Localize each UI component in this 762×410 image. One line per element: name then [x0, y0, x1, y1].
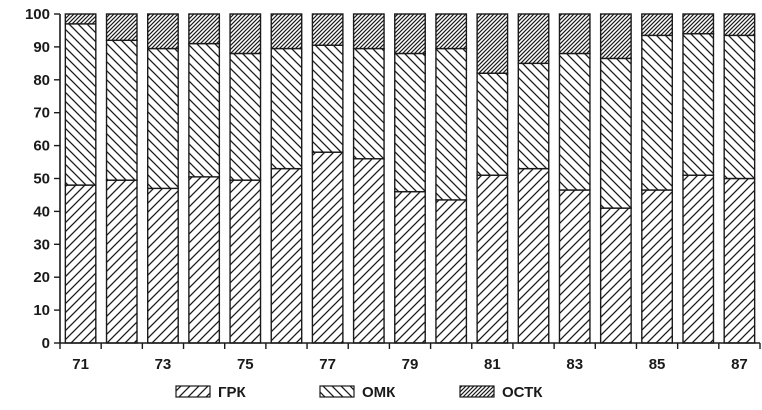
- bar-segment-76-series-1: [270, 47, 303, 170]
- bars-layer: [64, 13, 756, 344]
- y-tick-label-90: 90: [33, 39, 50, 56]
- legend-swatch-1: [319, 385, 355, 398]
- bar-segment-80-series-1: [435, 47, 468, 201]
- y-tick-label-80: 80: [33, 72, 50, 89]
- bar-segment-75-series-1: [229, 52, 262, 181]
- bar-segment-71-series-1: [64, 23, 97, 186]
- bar-segment-81-series-2: [476, 13, 509, 74]
- y-tick-label-50: 50: [33, 171, 50, 188]
- bar-segment-78-series-1: [352, 47, 385, 160]
- bar-segment-82-series-0: [517, 167, 550, 344]
- bar-segment-73-series-1: [147, 47, 179, 190]
- bar-segment-86-series-1: [682, 33, 715, 176]
- bar-segment-83-series-0: [558, 189, 591, 344]
- bar-segment-78-series-0: [352, 158, 385, 344]
- y-tick-label-10: 10: [33, 302, 50, 319]
- legend-swatch-0: [175, 385, 211, 398]
- bar-segment-85-series-1: [641, 34, 673, 191]
- y-tick-label-70: 70: [33, 105, 50, 122]
- bar-segment-73-series-0: [147, 187, 179, 344]
- legend-label-2: ОСТК: [502, 384, 543, 401]
- bar-segment-74-series-1: [188, 42, 221, 178]
- bar-segment-83-series-2: [558, 13, 591, 55]
- bar-segment-80-series-2: [435, 13, 468, 50]
- bar-segment-81-series-1: [476, 72, 509, 176]
- bar-segment-87-series-1: [723, 34, 756, 180]
- bar-segment-86-series-2: [682, 13, 715, 35]
- y-tick-label-60: 60: [33, 138, 50, 155]
- bar-segment-85-series-2: [641, 13, 673, 37]
- legend: ГРК ОМК ОСТК: [175, 384, 543, 401]
- bar-segment-72-series-2: [105, 13, 138, 42]
- bar-segment-84-series-1: [599, 57, 632, 209]
- y-tick-label-20: 20: [33, 269, 50, 286]
- y-tick-label-0: 0: [42, 335, 50, 352]
- bar-segment-72-series-1: [105, 39, 138, 181]
- y-tick-label-30: 30: [33, 236, 50, 253]
- bar-segment-77-series-0: [311, 151, 344, 344]
- x-tick-label-77: 77: [319, 356, 336, 373]
- bar-segment-84-series-2: [599, 13, 632, 60]
- y-tick-label-40: 40: [33, 203, 50, 220]
- x-tick-label-79: 79: [402, 356, 419, 373]
- legend-label-0: ГРК: [218, 384, 247, 401]
- bar-segment-74-series-2: [188, 13, 221, 45]
- bar-segment-73-series-2: [147, 13, 179, 50]
- legend-swatch-2: [459, 385, 495, 398]
- bar-segment-79-series-1: [394, 52, 426, 193]
- x-tick-label-71: 71: [72, 356, 89, 373]
- bar-segment-71-series-0: [64, 184, 97, 344]
- x-tick-label-81: 81: [484, 356, 501, 373]
- bar-segment-76-series-0: [270, 167, 303, 344]
- bar-segment-81-series-0: [476, 174, 509, 344]
- bar-segment-74-series-0: [188, 176, 221, 344]
- bar-segment-77-series-2: [311, 13, 344, 46]
- y-tick-label-100: 100: [25, 6, 50, 23]
- bar-segment-87-series-2: [723, 13, 756, 37]
- bar-segment-82-series-2: [517, 13, 550, 65]
- bar-segment-79-series-0: [394, 190, 426, 344]
- bar-segment-75-series-0: [229, 179, 262, 344]
- bar-segment-87-series-0: [723, 177, 756, 344]
- bar-segment-76-series-2: [270, 13, 303, 50]
- bar-segment-82-series-1: [517, 62, 550, 170]
- bar-segment-84-series-0: [599, 207, 632, 344]
- bar-segment-75-series-2: [229, 13, 262, 55]
- legend-label-1: ОМК: [362, 384, 396, 401]
- bar-segment-78-series-2: [352, 13, 385, 50]
- bar-segment-72-series-0: [105, 179, 138, 344]
- bar-segment-71-series-2: [64, 13, 97, 25]
- x-tick-label-75: 75: [237, 356, 254, 373]
- bar-segment-83-series-1: [558, 52, 591, 191]
- x-tick-label-87: 87: [731, 356, 748, 373]
- x-tick-label-73: 73: [155, 356, 172, 373]
- bar-segment-77-series-1: [311, 44, 344, 153]
- bar-segment-80-series-0: [435, 199, 468, 344]
- bar-segment-86-series-0: [682, 174, 715, 344]
- x-tick-label-85: 85: [649, 356, 666, 373]
- x-tick-label-83: 83: [566, 356, 583, 373]
- bar-segment-85-series-0: [641, 189, 673, 344]
- axes-layer: 0 10 20 30 40 50 60 70 80 90 100 71 73 75 77 79 81 83 85 87: [25, 6, 761, 373]
- bar-segment-79-series-2: [394, 13, 426, 55]
